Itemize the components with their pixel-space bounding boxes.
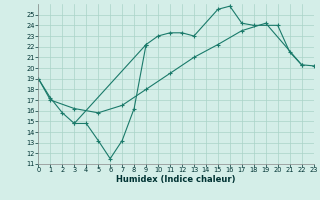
X-axis label: Humidex (Indice chaleur): Humidex (Indice chaleur) <box>116 175 236 184</box>
